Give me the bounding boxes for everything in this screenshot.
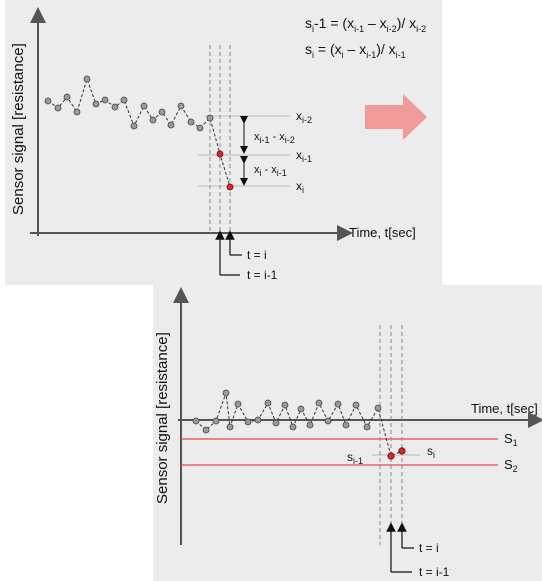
label-diff2: xi - xi-1	[254, 164, 287, 178]
top-signal-line	[47, 77, 231, 188]
label-xi1: xi-1	[296, 148, 312, 164]
label-diff1: xi-1 - xi-2	[254, 131, 295, 145]
bottom-point-si1	[387, 452, 395, 460]
label-xi2: xi-2	[296, 109, 312, 125]
label-xi: xi	[296, 179, 304, 195]
top-x-label: Time, t[sec]	[349, 225, 416, 240]
bottom-panel	[153, 285, 542, 581]
bottom-chart: Sensor signal [resistance] Time, t[sec] …	[154, 287, 542, 579]
bottom-point-si	[398, 447, 406, 455]
label-si: si	[427, 444, 435, 460]
top-point-xi	[226, 183, 234, 191]
bottom-x-label: Time, t[sec]	[471, 401, 538, 416]
top-point-xi1	[216, 150, 224, 158]
bottom-signal-points	[192, 389, 382, 434]
top-signal-points	[44, 75, 214, 132]
label-t-i-top: t = i	[247, 248, 267, 262]
label-s1: S1	[504, 431, 518, 448]
top-y-label: Sensor signal [resistance]	[10, 43, 27, 215]
formula-s-i: si = (xi – xi-1)/ xi-1	[305, 41, 406, 60]
bottom-y-label: Sensor signal [resistance]	[154, 332, 171, 504]
formula-s-i-1: si-1 = (xi-1 – xi-2)/ xi-2	[305, 15, 426, 34]
label-t-i-bottom: t = i	[419, 541, 439, 555]
label-t-i1-top: t = i-1	[247, 268, 278, 282]
top-chart: Sensor signal [resistance] Time, t[sec] …	[10, 7, 426, 282]
label-t-i1-bottom: t = i-1	[419, 565, 450, 579]
bottom-signal-line	[195, 392, 403, 457]
label-si1: si-1	[347, 450, 363, 466]
label-s2: S2	[504, 457, 518, 474]
transition-arrow	[365, 94, 427, 140]
